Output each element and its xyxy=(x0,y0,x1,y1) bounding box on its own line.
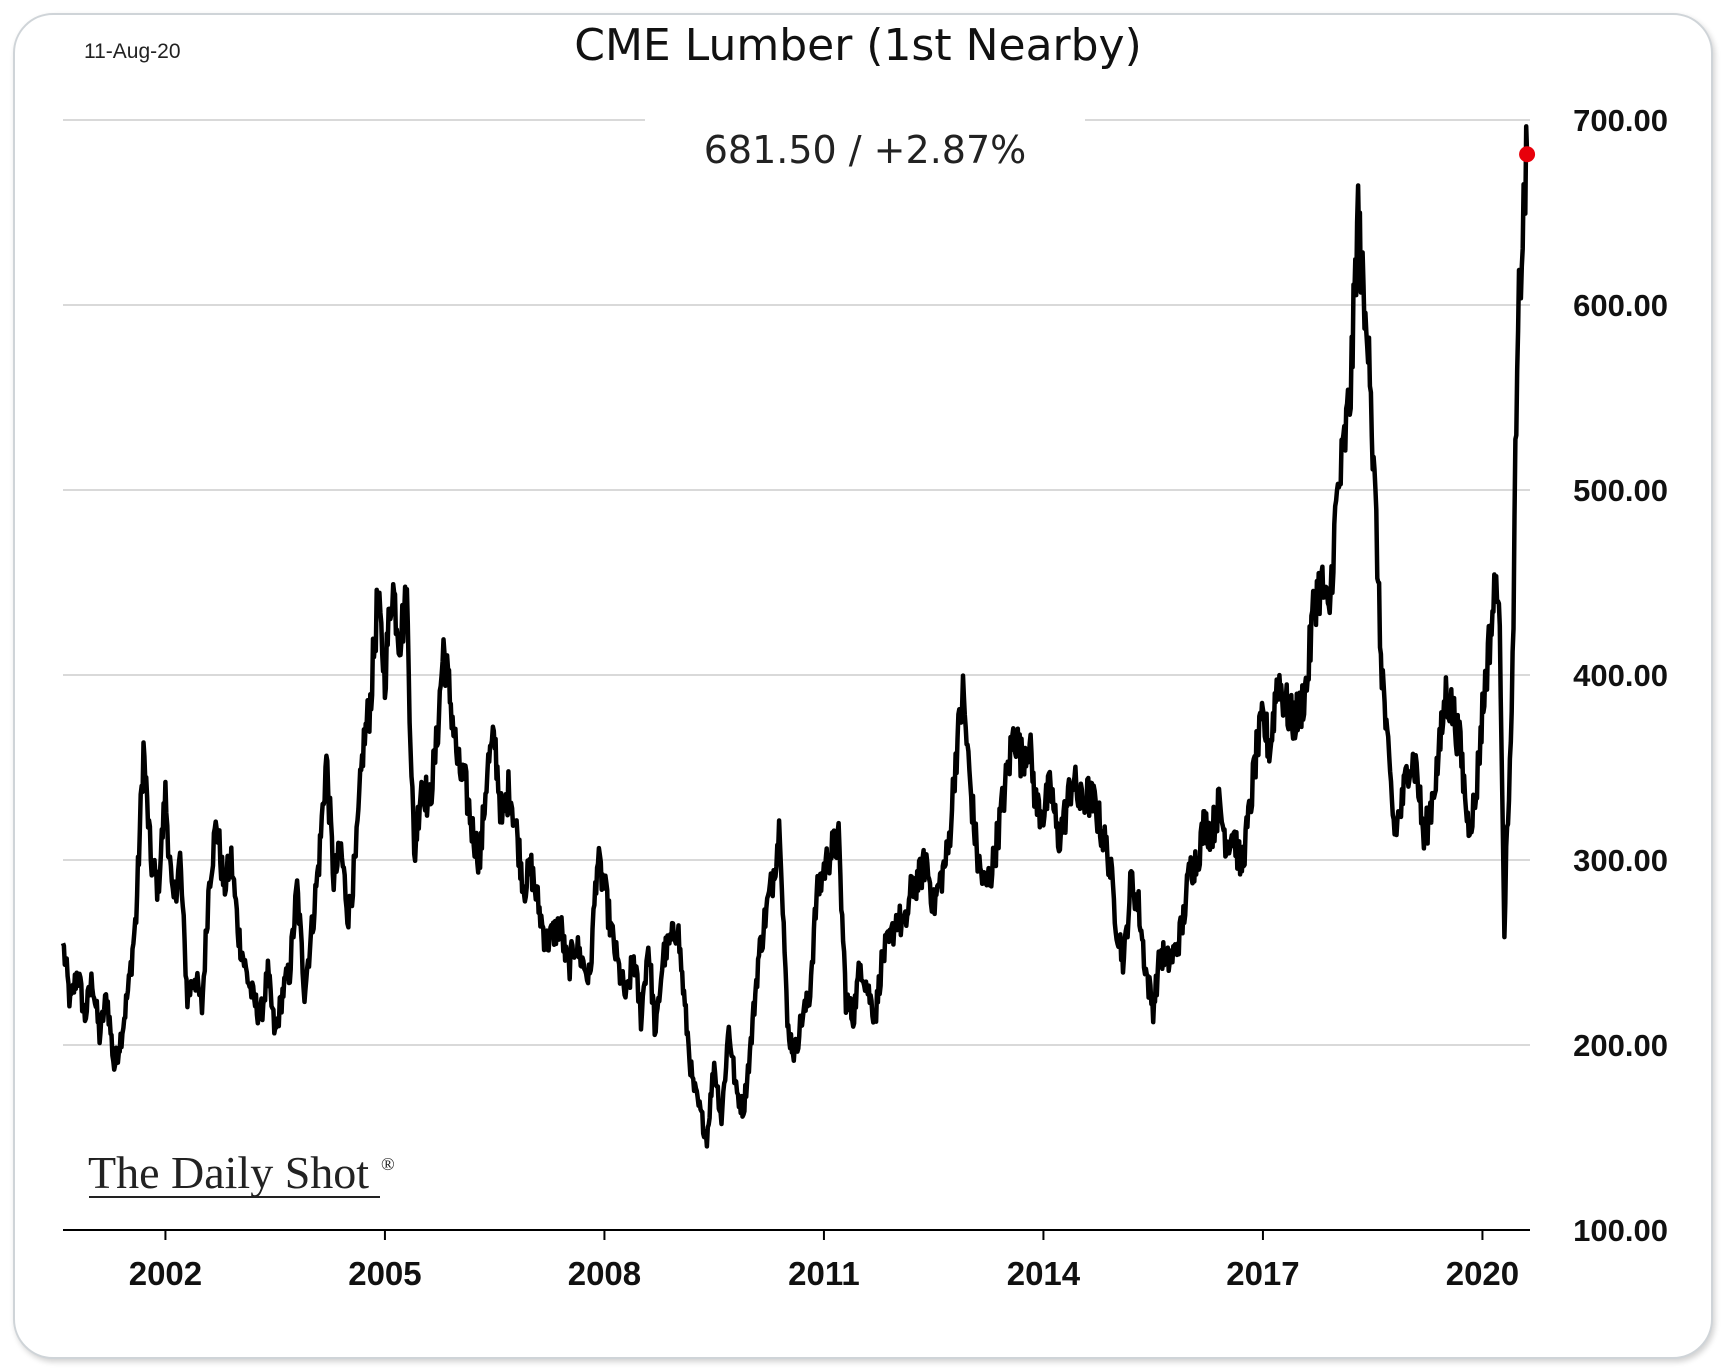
x-tick-label: 2005 xyxy=(348,1255,421,1292)
x-tick-label: 2008 xyxy=(568,1255,641,1292)
y-tick-label: 400.00 xyxy=(1573,658,1668,693)
x-tick-label: 2011 xyxy=(788,1255,860,1292)
data-series xyxy=(60,124,1536,1149)
chart-title: CME Lumber (1st Nearby) xyxy=(574,20,1142,71)
brand-logo: The Daily Shot ® xyxy=(88,1147,395,1198)
x-tick-label: 2014 xyxy=(1007,1255,1081,1292)
value-label-background xyxy=(645,118,1085,188)
y-tick-label: 500.00 xyxy=(1573,473,1668,508)
x-axis: 2002 2005 2008 2011 2014 2017 2020 xyxy=(63,1229,1530,1292)
chart-date: 11-Aug-20 xyxy=(84,40,181,63)
y-tick-label: 700.00 xyxy=(1573,103,1668,138)
last-point-marker xyxy=(1519,146,1536,163)
x-tick-label: 2002 xyxy=(129,1255,202,1292)
y-tick-label: 600.00 xyxy=(1573,288,1668,323)
y-tick-label: 300.00 xyxy=(1573,843,1668,878)
brand-mark: ® xyxy=(381,1154,395,1174)
series-line xyxy=(60,124,1530,1149)
y-tick-label: 200.00 xyxy=(1573,1028,1668,1063)
last-value-label: 681.50 / +2.87% xyxy=(704,128,1026,172)
x-tick-label: 2017 xyxy=(1226,1255,1299,1292)
y-axis: 100.00 200.00 300.00 400.00 500.00 600.00 700.… xyxy=(1573,103,1668,1248)
chart-frame xyxy=(13,13,1713,1359)
brand-name: The Daily Shot xyxy=(88,1147,369,1198)
y-tick-label: 100.00 xyxy=(1573,1213,1668,1248)
gridlines xyxy=(63,119,1530,1046)
x-tick-label: 2020 xyxy=(1446,1255,1519,1292)
